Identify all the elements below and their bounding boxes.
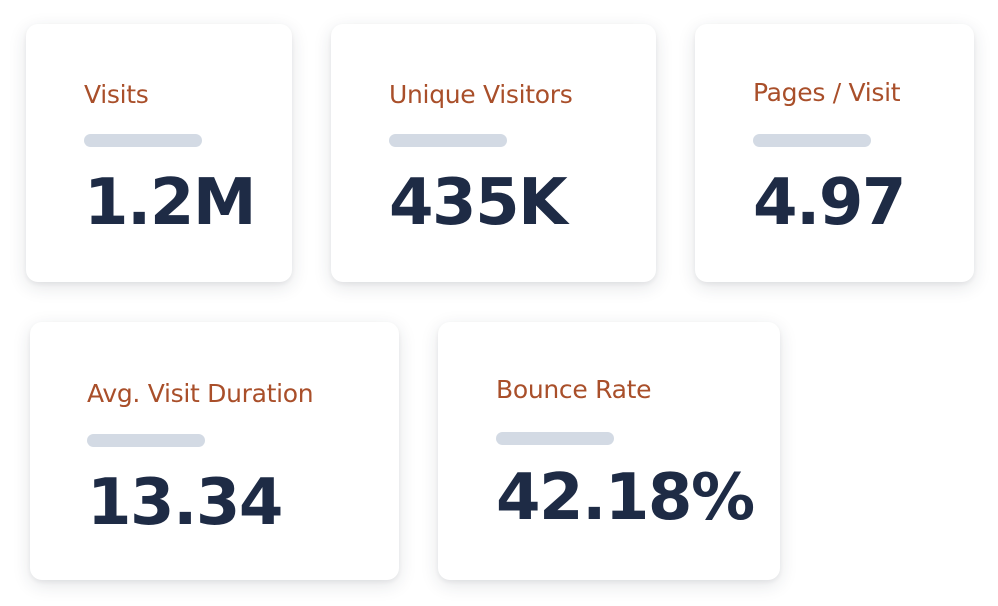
stat-placeholder-bar bbox=[389, 134, 507, 147]
stat-placeholder-bar bbox=[496, 432, 614, 445]
stat-label: Visits bbox=[84, 80, 149, 109]
stat-value: 435K bbox=[389, 166, 568, 240]
stat-card-bounce-rate: Bounce Rate 42.18% bbox=[438, 322, 780, 580]
stat-placeholder-bar bbox=[753, 134, 871, 147]
stat-card-pages-per-visit: Pages / Visit 4.97 bbox=[695, 24, 974, 282]
stat-value: 1.2M bbox=[84, 166, 257, 240]
stat-placeholder-bar bbox=[84, 134, 202, 147]
stat-value: 42.18% bbox=[496, 461, 755, 535]
stat-value: 4.97 bbox=[753, 166, 906, 240]
stat-card-visits: Visits 1.2M bbox=[26, 24, 292, 282]
stat-card-avg-visit-duration: Avg. Visit Duration 13.34 bbox=[30, 322, 399, 580]
stat-label: Avg. Visit Duration bbox=[87, 379, 314, 408]
stat-value: 13.34 bbox=[87, 466, 283, 540]
stat-label: Pages / Visit bbox=[753, 78, 901, 107]
stat-label: Bounce Rate bbox=[496, 375, 652, 404]
stat-placeholder-bar bbox=[87, 434, 205, 447]
stat-label: Unique Visitors bbox=[389, 80, 573, 109]
stat-card-unique-visitors: Unique Visitors 435K bbox=[331, 24, 656, 282]
